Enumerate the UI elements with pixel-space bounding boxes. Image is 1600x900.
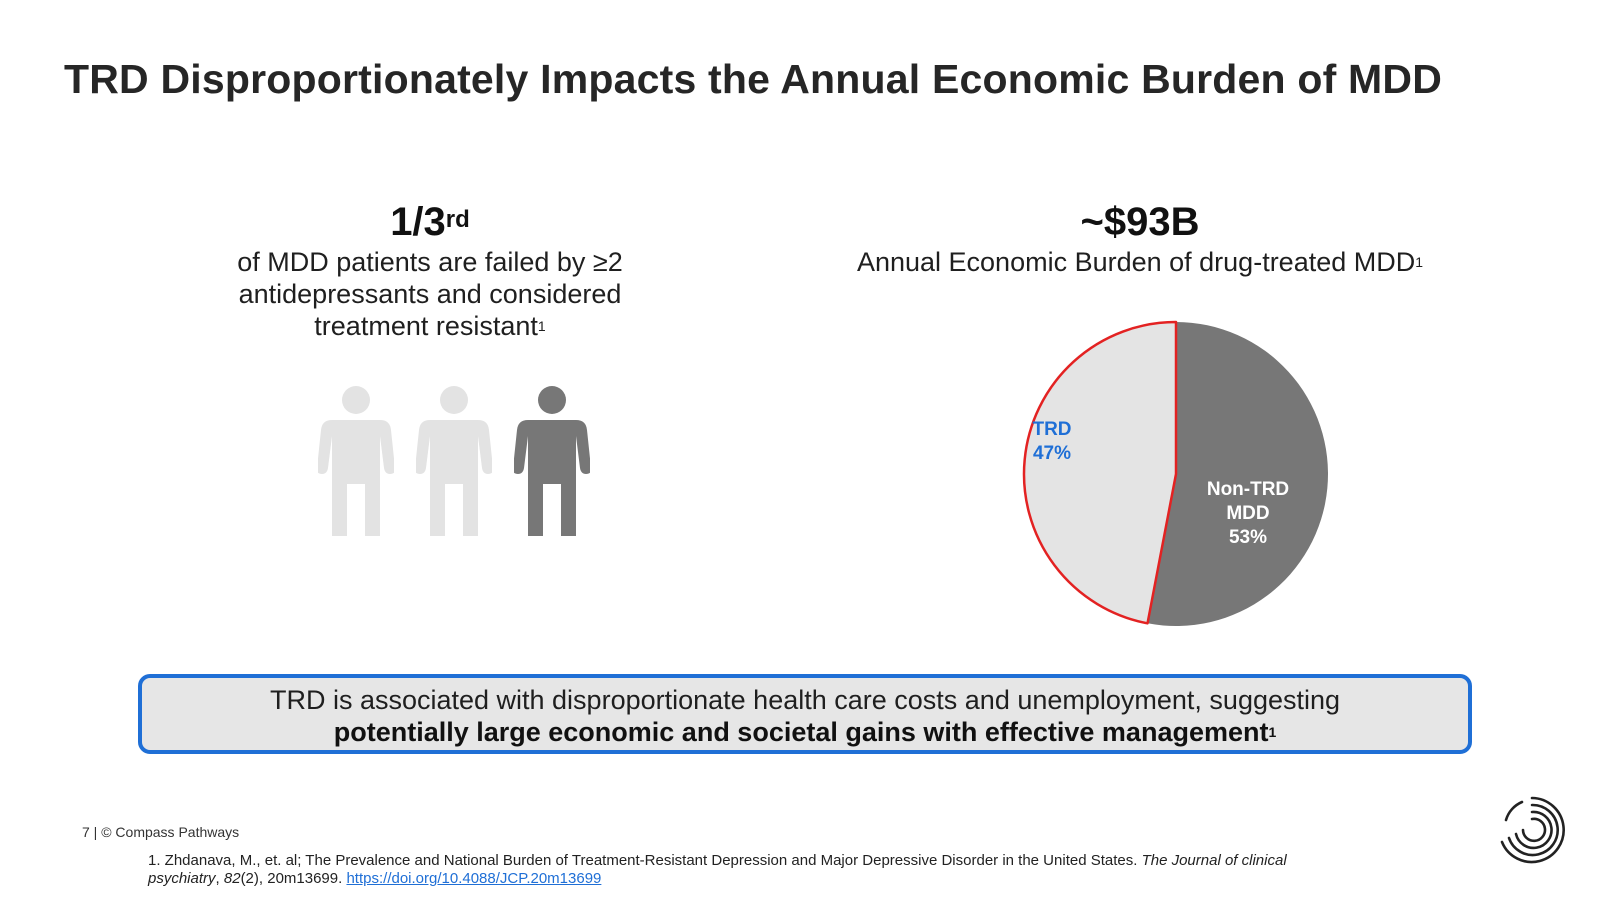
compass-pathways-logo-icon [1500, 796, 1565, 864]
callout-box: TRD is associated with disproportionate … [138, 674, 1472, 754]
footnote-sep: , [215, 870, 224, 887]
callout-line2-text: potentially large economic and societal … [333, 717, 1269, 747]
person-icon-inactive-1 [318, 386, 394, 536]
slide-title: TRD Disproportionately Impacts the Annua… [64, 56, 1443, 102]
footnote-citation: 1. Zhdanava, M., et. al; The Prevalence … [148, 852, 1142, 869]
economic-burden-value: ~$93B [1080, 200, 1200, 244]
pie-label-non-trd-line1: Non-TRD [1206, 479, 1290, 500]
footer-page-info: 7 | © Compass Pathways [82, 824, 240, 840]
pie-label-non-trd-line2: MDD [1226, 503, 1270, 524]
person-icon-inactive-2 [416, 386, 492, 536]
footnote-volume: 82 [223, 870, 241, 887]
footnote-ref: 1 [1268, 724, 1277, 740]
pie-label-non-trd-value: 53% [1228, 527, 1268, 548]
economic-burden-subtitle: Annual Economic Burden of drug-treated M… [800, 246, 1480, 278]
left-stat-block: 1/3rd of MDD patients are failed by ≥2 a… [190, 198, 670, 342]
one-third-description: of MDD patients are failed by ≥2 antidep… [190, 246, 670, 342]
footnote-doi-link[interactable]: https://doi.org/10.4088/JCP.20m13699 [346, 870, 602, 887]
ordinal-suffix: rd [445, 206, 470, 233]
pie-label-trd: TRD 47% [1012, 418, 1092, 466]
one-third-description-text: of MDD patients are failed by ≥2 antidep… [237, 247, 623, 341]
pie-label-non-trd: Non-TRD MDD 53% [1200, 478, 1296, 550]
pie-label-trd-name: TRD [1032, 419, 1072, 440]
footnote-ref: 1 [537, 318, 546, 334]
footnote: 1. Zhdanava, M., et. al; The Prevalence … [148, 852, 1348, 888]
person-icon-highlighted [514, 386, 590, 536]
pie-chart: TRD 47% Non-TRD MDD 53% [1010, 308, 1342, 640]
footnote-issue: (2), 20m13699. [240, 870, 347, 887]
pie-label-trd-value: 47% [1032, 443, 1072, 464]
one-third-stat: 1/3rd [190, 198, 670, 246]
page-number: 7 [82, 824, 90, 840]
callout-line1: TRD is associated with disproportionate … [269, 685, 1341, 715]
economic-burden-subtitle-text: Annual Economic Burden of drug-treated M… [856, 247, 1416, 277]
one-third-value: 1/3 [390, 200, 446, 244]
copyright: © Compass Pathways [101, 824, 240, 840]
people-icons [318, 386, 598, 546]
right-stat-block: ~$93B Annual Economic Burden of drug-tre… [800, 198, 1480, 278]
footnote-journal: The Journal of clinical psychiatry [148, 852, 1287, 887]
pie-slice-non-trd [1147, 322, 1329, 626]
pie-slice-trd [1022, 320, 1178, 625]
pie-chart-svg [1022, 320, 1329, 626]
callout-line2: potentially large economic and societal … [142, 716, 1468, 748]
footnote-ref: 1 [1415, 254, 1424, 270]
